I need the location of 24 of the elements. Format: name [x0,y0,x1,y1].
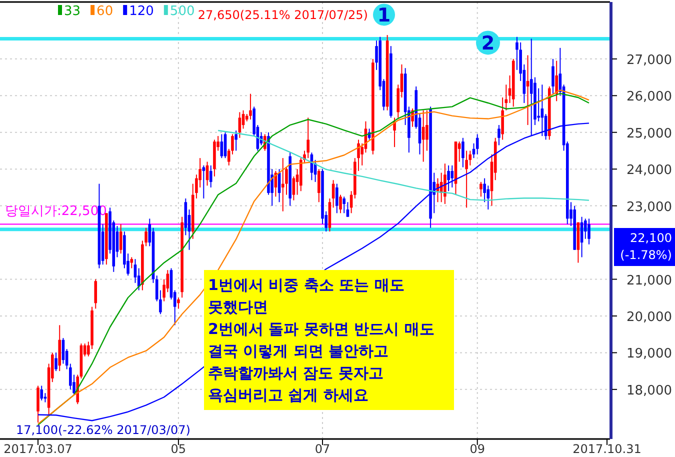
y-tick-label: 20,000 [626,310,672,325]
annotation: 1 [377,4,391,27]
x-tick-label: 2017.10.31 [572,442,642,456]
x-tick-label: 2017.03.07 [4,442,72,456]
x-tick-label: 05 [170,442,186,456]
y-tick-label: 18,000 [626,383,672,398]
y-tick-label: 27,000 [626,52,672,68]
x-tick-label: 09 [470,442,485,456]
y-tick-label: 25,000 [626,126,672,142]
text: 22,100 (-1.78%) [620,231,672,262]
annotation: 17,100(-22.62% 2017/03/07) [16,423,190,437]
y-tick-label: 24,000 [626,163,672,178]
legend-label: 60 [96,4,114,19]
y-tick-label: 23,000 [626,200,672,215]
y-tick-label: 19,000 [626,346,672,362]
y-tick-label: 21,000 [626,273,672,288]
annotation: 1번에서 비중 축소 또는 매도 못했다면 2번에서 돌파 못하면 반드시 매도 결국 이렇게 되면 불안하고 추락할까봐서 잠도 못자고 욕심버리고 쉽게 하세요 [208,276,434,404]
legend-label: 33 [64,4,81,19]
legend-label: 120 [129,4,154,19]
legend-label: 500 [170,4,195,19]
y-tick-label: 26,000 [626,90,672,105]
x-tick-label: 07 [314,442,330,456]
annotation: 27,650(25.11% 2017/07/25) [198,8,368,22]
annotation: 2 [481,32,495,55]
